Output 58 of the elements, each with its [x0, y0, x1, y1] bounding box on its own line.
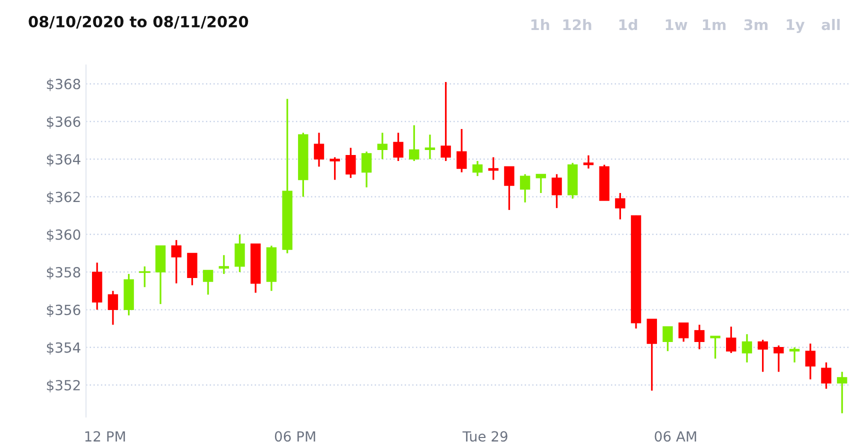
candlestick — [662, 326, 673, 352]
x-tick-label: 06 PM — [274, 431, 316, 442]
y-tick-label: $358 — [46, 266, 80, 280]
candlestick — [758, 338, 768, 373]
candlestick — [171, 239, 182, 284]
candlestick — [456, 128, 467, 174]
candlestick — [440, 81, 451, 162]
candlestick — [202, 269, 214, 296]
y-tick-label: $354 — [46, 342, 80, 355]
x-tick-label: 06 AM — [654, 431, 696, 442]
candlestick — [108, 290, 118, 326]
candlestick — [836, 370, 848, 414]
candlestick — [139, 266, 150, 288]
candlestick — [361, 150, 372, 188]
text: 1w — [666, 19, 688, 30]
y-tick-label: $364 — [46, 154, 80, 166]
candlestick — [234, 234, 245, 273]
candlestick — [694, 324, 705, 350]
candlestick — [710, 335, 720, 360]
candlestick — [774, 344, 784, 373]
candlestick — [393, 132, 404, 162]
text: 1d — [619, 18, 638, 30]
candlestick — [726, 326, 736, 354]
text: 1m — [702, 19, 726, 30]
candlestick — [615, 192, 626, 220]
text: 1y — [786, 19, 805, 34]
text: 3m — [744, 19, 768, 30]
text: all — [822, 18, 840, 30]
y-tick-label: $356 — [46, 304, 80, 318]
y-tick-label: $366 — [46, 116, 80, 129]
candlestick — [520, 173, 530, 204]
candlestick — [424, 134, 436, 160]
candlestick — [536, 173, 546, 194]
candlestick — [678, 322, 689, 343]
candlestick — [330, 156, 340, 181]
candlestick — [821, 362, 832, 390]
text: 12h — [563, 18, 592, 30]
candlestick — [552, 173, 562, 209]
y-tick-label: $352 — [46, 380, 80, 392]
x-tick-label: Tue 29 — [462, 431, 508, 442]
candlestick — [504, 166, 514, 211]
candlestick — [488, 156, 498, 181]
text: 1h — [531, 18, 550, 30]
chart-title: 08/10/2020 to 08/11/2020 — [28, 16, 248, 29]
candlestick — [583, 154, 594, 170]
candlestick — [409, 124, 420, 162]
y-tick-label: $362 — [46, 191, 80, 204]
candlestick — [346, 146, 356, 179]
candlestick — [789, 346, 800, 364]
x-tick-label: 12 PM — [85, 431, 125, 442]
candlestick — [218, 254, 230, 275]
candlestick — [472, 160, 483, 177]
candlestick — [805, 342, 816, 380]
y-tick-label: $360 — [46, 229, 80, 242]
candlestick — [377, 132, 388, 160]
candlestick — [742, 333, 752, 364]
candlestick — [314, 132, 324, 168]
y-tick-label: $368 — [46, 78, 80, 92]
